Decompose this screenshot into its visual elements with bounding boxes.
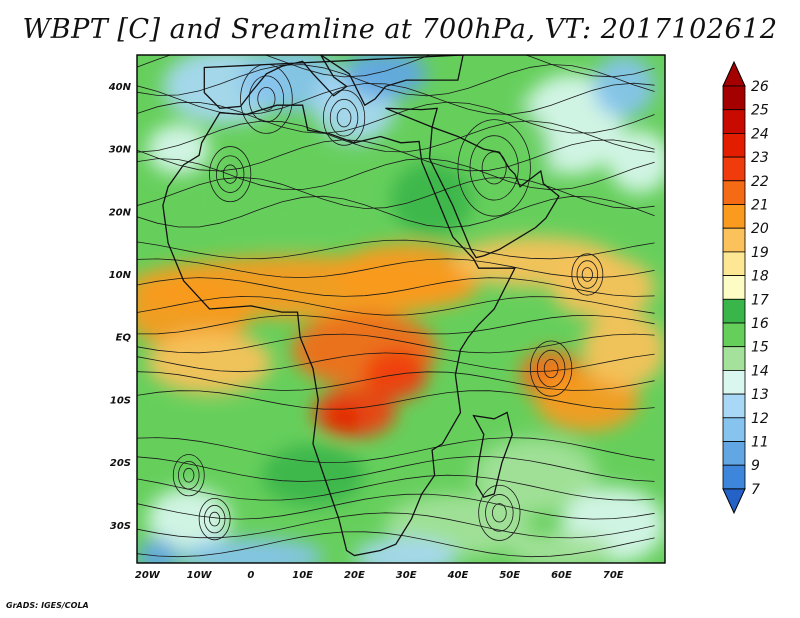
lat-tick-label: 20N	[109, 207, 132, 218]
colorbar-bin	[722, 417, 746, 442]
colorbar-bottom-arrow	[722, 488, 746, 515]
africa-coastline	[162, 104, 516, 557]
colorbar-label: 19	[751, 245, 769, 261]
lon-tick-label: 30E	[396, 570, 417, 581]
colorbar-label: 16	[751, 316, 769, 332]
colorbar-bin	[722, 393, 746, 419]
lon-tick-label: 60E	[551, 570, 572, 581]
colorbar-bin	[722, 156, 746, 182]
map-title: WBPT [C] and Sreamline at 700hPa, VT: 20…	[22, 14, 778, 45]
colorbar-top-arrow	[722, 60, 746, 87]
colorbar-bin	[722, 204, 746, 229]
lon-tick-labels: 20W 10W 0 10E 20E 30E 40E 50E 60E 70E	[135, 570, 624, 581]
colorbar-label: 17	[751, 292, 769, 308]
lon-tick-label: 20W	[135, 570, 161, 581]
lon-tick-label: 50E	[499, 570, 520, 581]
colorbar-label: 9	[751, 458, 760, 474]
footer-credit: GrADS: IGES/COLA	[6, 601, 89, 610]
lat-tick-label: 30N	[109, 145, 132, 156]
wbpt-field	[137, 55, 665, 563]
colorbar-label: 7	[751, 482, 760, 498]
colorbar-label: 20	[751, 221, 769, 237]
lon-tick-label: 0	[247, 570, 254, 581]
colorbar: 26 25 24 23 22 21 20 19 18 17 16 15 14 13 12 11 9 7	[722, 60, 769, 515]
lon-tick-label: 10E	[292, 570, 313, 581]
europe-coastline	[203, 55, 464, 109]
colorbar-bin	[722, 109, 746, 134]
colorbar-label: 22	[751, 174, 769, 190]
colorbar-bin	[722, 322, 746, 348]
colorbar-bin	[722, 227, 746, 253]
streamlines	[137, 55, 655, 558]
colorbar-label: 14	[751, 363, 769, 379]
colorbar-bin	[722, 180, 746, 205]
lat-tick-label: 20S	[110, 458, 131, 469]
colorbar-bin	[722, 85, 746, 111]
colorbar-bin	[722, 275, 746, 300]
lon-tick-label: 10W	[187, 570, 213, 581]
lon-tick-label: 20E	[344, 570, 365, 581]
colorbar-bin	[722, 369, 746, 395]
lat-tick-labels: 40N 30N 20N 10N EQ 10S 20S 30S	[108, 82, 132, 532]
colorbar-label: 21	[751, 198, 769, 214]
colorbar-label: 18	[751, 269, 769, 285]
lon-tick-label: 70E	[603, 570, 624, 581]
colorbar-label: 11	[751, 435, 769, 451]
colorbar-bin	[722, 132, 746, 158]
arabia-coastline	[428, 126, 560, 259]
colorbar-bin	[722, 346, 746, 371]
map-frame	[136, 54, 666, 564]
lon-tick-label: 40E	[447, 570, 469, 581]
lat-tick-label: 10S	[110, 395, 131, 406]
anatolia-coastline	[385, 107, 439, 128]
colorbar-label: 24	[751, 126, 769, 142]
colorbar-label: 26	[751, 79, 769, 95]
colorbar-label: 15	[751, 340, 769, 356]
colorbar-bin	[722, 298, 746, 324]
colorbar-label: 13	[751, 387, 769, 403]
lat-tick-label: 40N	[108, 82, 132, 93]
colorbar-bin	[722, 441, 746, 466]
lat-tick-label: 30S	[110, 521, 131, 532]
colorbar-bin	[722, 464, 746, 490]
madagascar-coastline	[472, 411, 513, 498]
colorbar-label: 23	[751, 150, 769, 166]
coastlines	[162, 55, 560, 557]
lat-tick-label: EQ	[116, 333, 132, 344]
colorbar-label: 12	[751, 411, 769, 427]
colorbar-label: 25	[751, 103, 769, 119]
lat-tick-label: 10N	[109, 270, 132, 281]
colorbar-bin	[722, 251, 746, 276]
